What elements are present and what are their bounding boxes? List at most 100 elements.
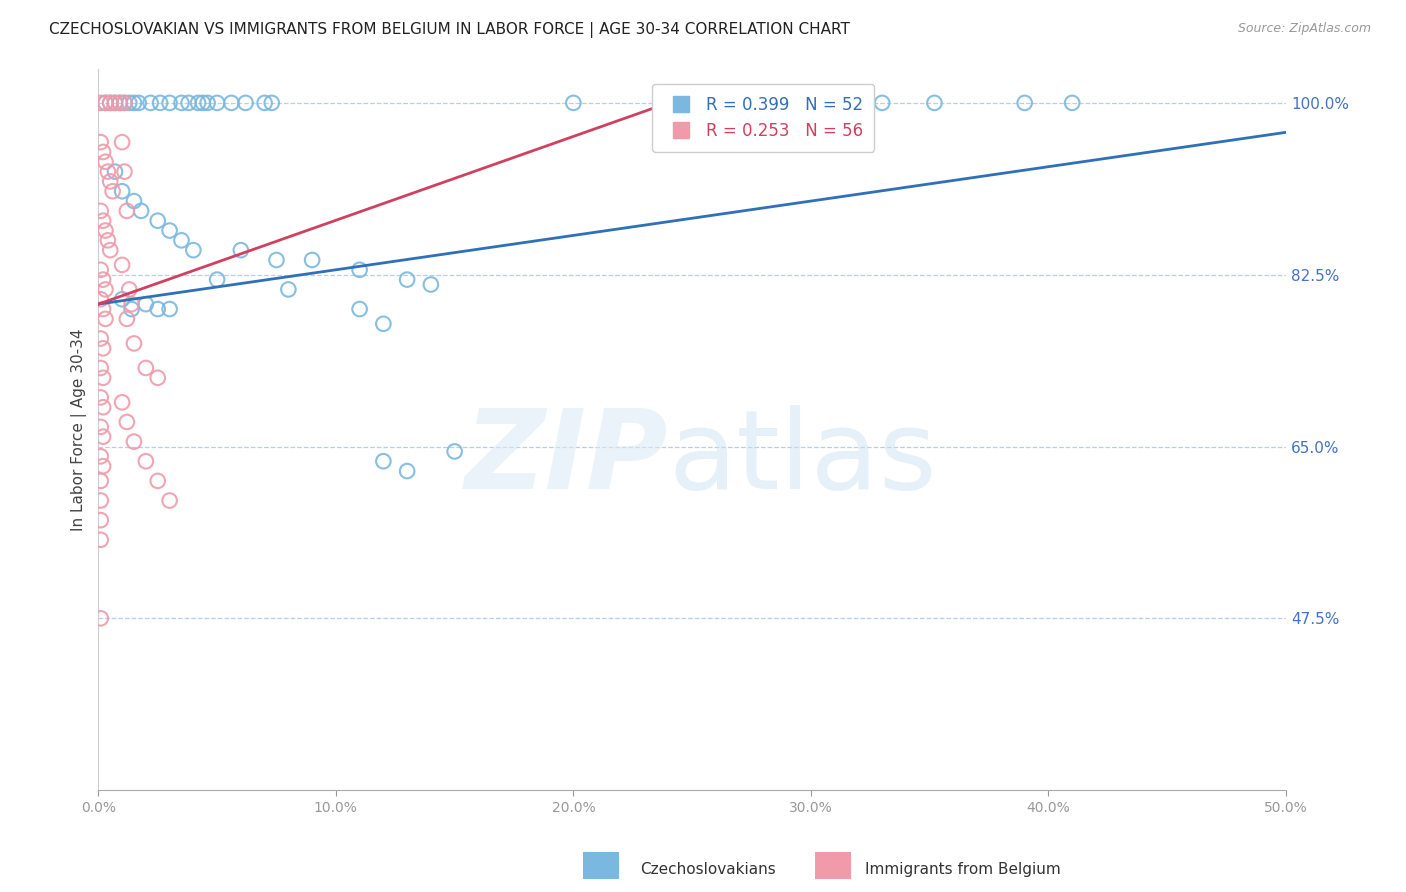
Point xyxy=(91,272,114,286)
Point xyxy=(135,297,157,311)
Point xyxy=(191,95,214,110)
Point xyxy=(924,95,946,110)
Point xyxy=(1062,95,1084,110)
Point xyxy=(129,203,152,218)
Point xyxy=(111,135,134,149)
Point xyxy=(104,95,127,110)
Point xyxy=(170,233,193,247)
Point xyxy=(135,361,157,376)
Point xyxy=(811,95,834,110)
Point xyxy=(91,401,114,415)
Point xyxy=(235,95,257,110)
Point xyxy=(111,395,134,409)
Point xyxy=(90,391,112,405)
Point xyxy=(122,194,145,208)
Point xyxy=(91,342,114,356)
Point xyxy=(443,444,465,458)
Point xyxy=(419,277,441,292)
Point xyxy=(104,164,127,178)
Point xyxy=(104,95,127,110)
Point xyxy=(146,301,169,316)
Point xyxy=(118,282,141,296)
Point xyxy=(114,95,136,110)
Point xyxy=(159,95,181,110)
Point xyxy=(90,262,112,277)
Point xyxy=(197,95,219,110)
Point xyxy=(146,474,169,488)
Point xyxy=(187,95,209,110)
Point xyxy=(111,184,134,198)
Point xyxy=(122,95,145,110)
Point xyxy=(91,301,114,316)
Point xyxy=(128,95,150,110)
Point xyxy=(90,450,112,464)
Point xyxy=(108,95,131,110)
Point xyxy=(349,301,371,316)
Point xyxy=(98,243,121,257)
Point xyxy=(205,95,228,110)
Point xyxy=(111,258,134,272)
Point xyxy=(94,223,117,237)
Point xyxy=(1014,95,1036,110)
Point xyxy=(122,434,145,449)
Point xyxy=(94,95,117,110)
Legend: R = 0.399   N = 52, R = 0.253   N = 56: R = 0.399 N = 52, R = 0.253 N = 56 xyxy=(652,84,875,152)
Point xyxy=(90,513,112,527)
Point xyxy=(266,252,288,267)
Point xyxy=(373,454,395,468)
Point xyxy=(277,282,299,296)
Point xyxy=(149,95,172,110)
Point xyxy=(118,95,141,110)
Point xyxy=(94,311,117,326)
Point xyxy=(146,213,169,227)
Point xyxy=(373,317,395,331)
Point xyxy=(98,95,121,110)
Point xyxy=(177,95,200,110)
Point xyxy=(90,292,112,306)
Point xyxy=(114,164,136,178)
Point xyxy=(91,213,114,227)
Point xyxy=(114,95,136,110)
Point xyxy=(396,464,419,478)
Point xyxy=(90,493,112,508)
Point xyxy=(562,95,585,110)
Point xyxy=(91,459,114,474)
Point xyxy=(91,145,114,159)
Point xyxy=(97,233,120,247)
Point xyxy=(260,95,283,110)
Point xyxy=(90,474,112,488)
Point xyxy=(159,301,181,316)
Point xyxy=(253,95,276,110)
Point xyxy=(229,243,252,257)
Point xyxy=(90,135,112,149)
Point xyxy=(159,223,181,237)
Y-axis label: In Labor Force | Age 30-34: In Labor Force | Age 30-34 xyxy=(72,328,87,531)
Point xyxy=(115,311,138,326)
Point xyxy=(98,174,121,188)
Point xyxy=(135,454,157,468)
Point xyxy=(183,243,205,257)
Point xyxy=(349,262,371,277)
Point xyxy=(90,533,112,547)
Point xyxy=(146,371,169,385)
Point xyxy=(91,371,114,385)
Text: Czechoslovakians: Czechoslovakians xyxy=(640,863,776,877)
Point xyxy=(97,164,120,178)
Point xyxy=(205,272,228,286)
Point xyxy=(122,336,145,351)
Point xyxy=(115,415,138,429)
Point xyxy=(870,95,893,110)
Point xyxy=(94,282,117,296)
Point xyxy=(90,95,112,110)
Text: ZIP: ZIP xyxy=(465,405,668,512)
Point xyxy=(90,611,112,625)
Point xyxy=(848,95,870,110)
Point xyxy=(91,430,114,444)
Text: Source: ZipAtlas.com: Source: ZipAtlas.com xyxy=(1237,22,1371,36)
Point xyxy=(301,252,323,267)
Point xyxy=(396,272,419,286)
Point xyxy=(121,297,143,311)
Point xyxy=(170,95,193,110)
Point xyxy=(159,493,181,508)
Point xyxy=(90,332,112,346)
